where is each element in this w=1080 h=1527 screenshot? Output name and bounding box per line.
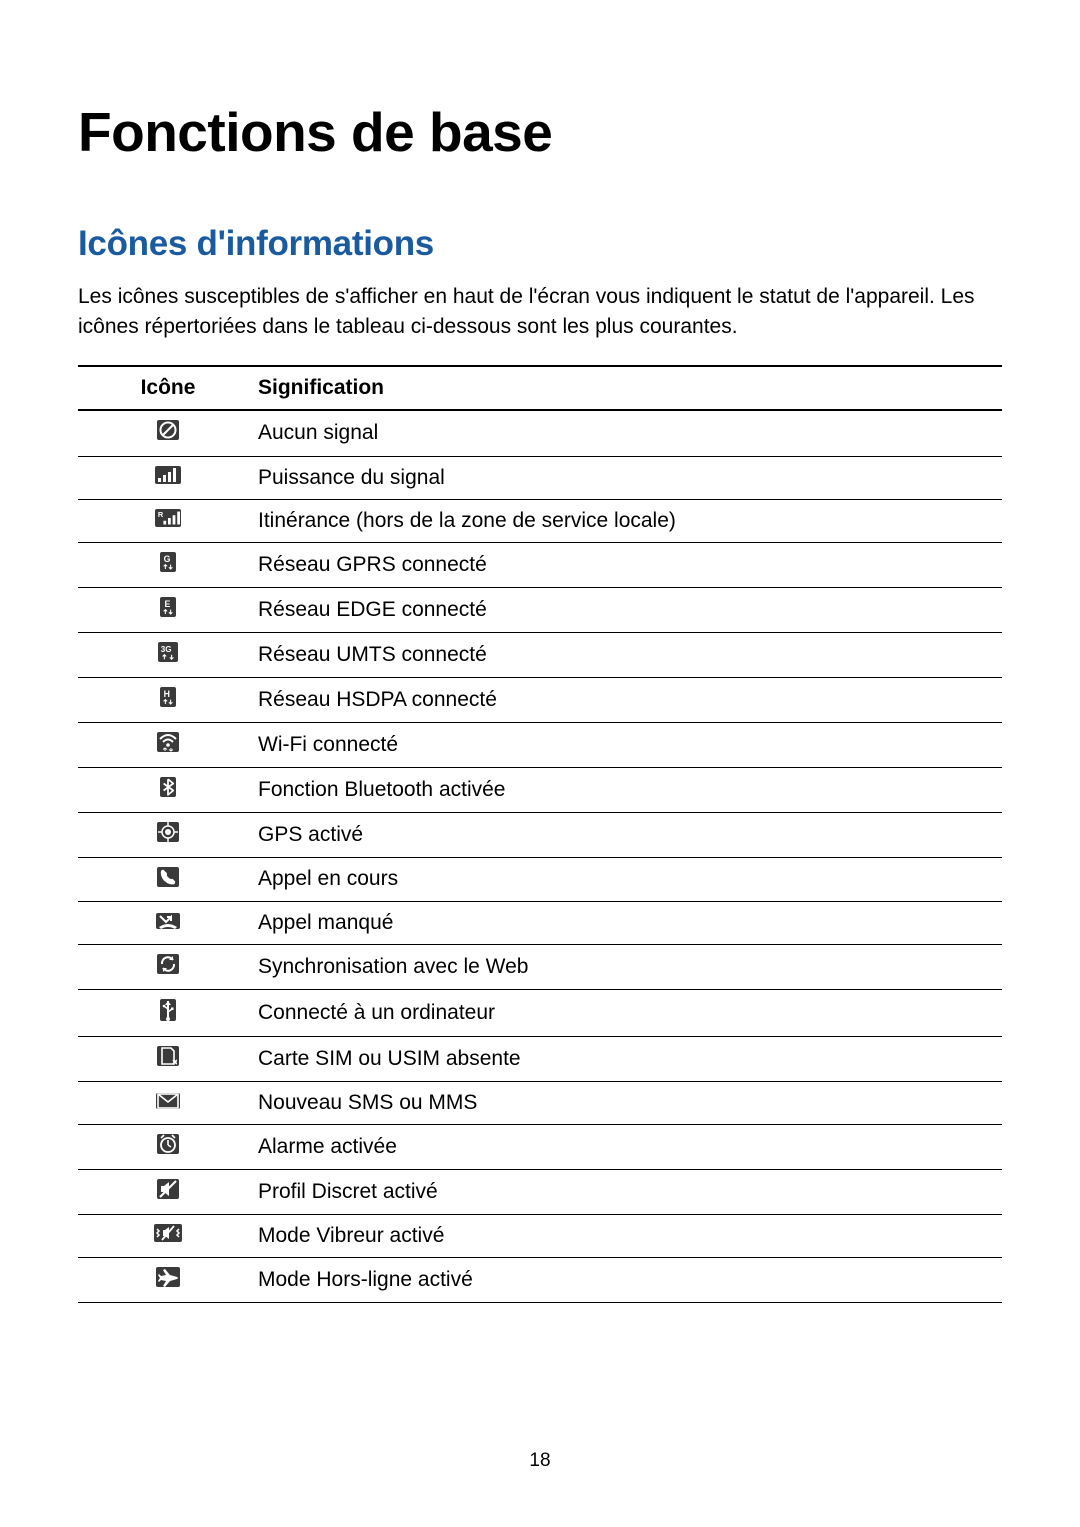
table-row: Puissance du signal [78,456,1002,499]
table-row: Connecté à un ordinateur [78,989,1002,1036]
icon-cell [78,1036,258,1081]
icon-cell [78,901,258,944]
signal-icon [155,466,181,484]
signification-cell: Aucun signal [258,410,1002,457]
icon-cell [78,857,258,901]
table-row: Nouveau SMS ou MMS [78,1081,1002,1124]
icon-cell [78,410,258,457]
icon-cell: 3G [78,632,258,677]
silent-icon [157,1179,179,1199]
signification-cell: Mode Hors-ligne activé [258,1257,1002,1302]
table-row: Fonction Bluetooth activée [78,767,1002,812]
table-row: Wi-Fi connecté [78,722,1002,767]
airplane-icon [156,1267,180,1287]
icon-cell: R [78,499,258,542]
table-row: Mode Hors-ligne activé [78,1257,1002,1302]
alarm-icon [157,1134,179,1154]
table-row: Mode Vibreur activé [78,1214,1002,1257]
signification-cell: Fonction Bluetooth activée [258,767,1002,812]
roaming-icon: R [155,509,181,527]
table-row: Appel manqué [78,901,1002,944]
table-row: Profil Discret activé [78,1169,1002,1214]
signification-cell: Réseau HSDPA connecté [258,677,1002,722]
edge-icon: E [160,597,176,617]
signification-cell: Réseau EDGE connecté [258,587,1002,632]
icon-cell [78,812,258,857]
page-title: Fonctions de base [78,100,1002,164]
svg-text:G: G [164,554,171,564]
table-row: Carte SIM ou USIM absente [78,1036,1002,1081]
bluetooth-icon [160,777,176,797]
vibrate-icon [154,1224,182,1242]
table-row: Aucun signal [78,410,1002,457]
gps-icon [157,822,179,842]
wifi-icon [157,732,179,752]
icons-table: Icône Signification Aucun signalPuissanc… [78,365,1002,1303]
table-row: GPS activé [78,812,1002,857]
umts-icon: 3G [158,642,178,662]
icon-cell [78,1169,258,1214]
signification-cell: GPS activé [258,812,1002,857]
table-row: E Réseau EDGE connecté [78,587,1002,632]
signification-cell: Mode Vibreur activé [258,1214,1002,1257]
table-row: R Itinérance (hors de la zone de service … [78,499,1002,542]
signification-cell: Profil Discret activé [258,1169,1002,1214]
table-row: Synchronisation avec le Web [78,944,1002,989]
icon-cell [78,944,258,989]
signification-cell: Réseau GPRS connecté [258,542,1002,587]
header-signification: Signification [258,366,1002,410]
icon-cell [78,989,258,1036]
signification-cell: Alarme activée [258,1124,1002,1169]
signification-cell: Puissance du signal [258,456,1002,499]
svg-text:E: E [165,599,171,609]
icon-cell: E [78,587,258,632]
sms-icon [156,1093,180,1109]
hsdpa-icon: H [160,687,176,707]
intro-paragraph: Les icônes susceptibles de s'afficher en… [78,282,1002,343]
icon-cell [78,1081,258,1124]
icon-cell [78,1124,258,1169]
gprs-icon: G [160,552,176,572]
table-row: Appel en cours [78,857,1002,901]
sync-icon [157,954,179,974]
table-row: H Réseau HSDPA connecté [78,677,1002,722]
icon-cell: G [78,542,258,587]
page-container: Fonctions de base Icônes d'informations … [0,0,1080,1303]
no-sim-icon [157,1046,179,1066]
page-number: 18 [0,1450,1080,1472]
icon-cell [78,456,258,499]
header-icon: Icône [78,366,258,410]
table-row: Alarme activée [78,1124,1002,1169]
svg-text:R: R [158,510,164,519]
table-body: Aucun signalPuissance du signal R Itinéran… [78,410,1002,1303]
signification-cell: Nouveau SMS ou MMS [258,1081,1002,1124]
svg-text:3G: 3G [161,645,172,654]
signification-cell: Réseau UMTS connecté [258,632,1002,677]
call-icon [157,867,179,887]
icon-cell [78,1257,258,1302]
table-row: G Réseau GPRS connecté [78,542,1002,587]
icon-cell [78,722,258,767]
section-heading: Icônes d'informations [78,224,1002,264]
signification-cell: Appel manqué [258,901,1002,944]
signification-cell: Wi-Fi connecté [258,722,1002,767]
svg-text:H: H [164,689,170,699]
table-row: 3G Réseau UMTS connecté [78,632,1002,677]
no-signal-icon [157,420,179,440]
missed-call-icon [156,913,180,929]
icon-cell: H [78,677,258,722]
signification-cell: Connecté à un ordinateur [258,989,1002,1036]
usb-icon [160,999,176,1021]
signification-cell: Appel en cours [258,857,1002,901]
signification-cell: Synchronisation avec le Web [258,944,1002,989]
icon-cell [78,1214,258,1257]
signification-cell: Itinérance (hors de la zone de service l… [258,499,1002,542]
table-header-row: Icône Signification [78,366,1002,410]
signification-cell: Carte SIM ou USIM absente [258,1036,1002,1081]
icon-cell [78,767,258,812]
